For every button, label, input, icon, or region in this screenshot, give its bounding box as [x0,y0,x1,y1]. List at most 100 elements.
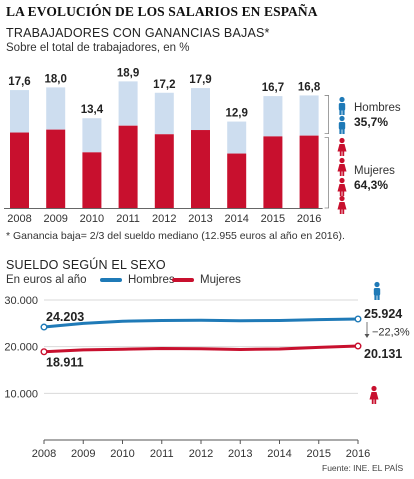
bar-value-label: 13,4 [81,104,104,116]
mujeres-line-end-point [354,342,362,350]
bar-category-label: 2015 [261,213,285,225]
legend-hombres: Hombres [100,274,175,286]
x-tick-label: 2008 [32,448,56,460]
man-icon-leg-left [374,295,377,300]
bar-value-label: 17,6 [8,76,30,88]
bar-high-segment [154,92,174,135]
hombres-end-value: 25.924 [364,307,402,321]
bar-high-segment [46,87,66,130]
line-chart-subtitle: En euros al año [6,274,87,286]
x-tick-label: 2010 [110,448,134,460]
hombres-annotation-label: Hombres [354,102,401,114]
bar-category-label: 2009 [43,213,67,225]
bar-high-segment [10,90,29,133]
bar-value-label: 18,9 [117,67,139,79]
woman-icon-dress [369,392,379,400]
man-icon-leg-right [342,110,345,115]
bar-value-label: 12,9 [226,108,248,120]
gap-annotation: −22,3% [372,327,410,339]
x-tick-label: 2014 [267,448,291,460]
woman-icon-leg-right [342,151,345,156]
bar-chart: 17,6 2008 18,0 2009 13,4 2010 18,9 2011 17,2 2012… [4,67,401,225]
man-icon-leg-right [342,129,345,134]
x-tick-label: 2016 [346,448,370,460]
bar-category-label: 2011 [116,213,140,225]
bar-category-label: 2010 [80,213,104,225]
y-tick-label: 10.000 [4,388,38,400]
hombres-line [42,317,360,329]
woman-icon-head [339,137,345,144]
man-icon-leg-left [339,110,342,115]
bar-low-segment [154,134,174,208]
bar-value-label: 17,2 [153,79,175,91]
man-icon-head [339,115,345,122]
bar-chart-title: TRABAJADORES CON GANANCIAS BAJAS* [6,26,270,40]
woman-icon-dress [337,144,347,152]
bar-low-segment [10,132,29,208]
woman-icon-leg-right [342,209,345,214]
gap-arrow-head [364,334,370,339]
bar-low-segment [263,136,283,208]
hombres-annotation-value: 35,7% [354,115,388,129]
woman-icon-leg-right [342,191,345,196]
woman-icon-head [339,195,345,202]
woman-icon [337,195,347,214]
mujeres-line [42,344,360,354]
woman-icon [337,177,347,196]
woman-icon-dress [337,164,347,172]
line-chart-title: SUELDO SEGÚN EL SEXO [6,258,166,272]
mujeres-line-start-point [40,348,48,356]
bar-high-segment [82,118,102,153]
legend-mujeres: Mujeres [172,274,241,286]
man-icon-body [373,288,381,296]
woman-icon-dress [337,184,347,192]
man-icon [338,96,346,115]
woman-icon [369,385,379,404]
mujeres-annotation-label: Mujeres [354,165,395,177]
x-tick-label: 2011 [150,448,174,460]
bar-high-segment [227,121,247,154]
main-title: LA EVOLUCIÓN DE LOS SALARIOS EN ESPAÑA [6,4,318,19]
woman-icon-head [371,385,377,392]
bar-value-label: 16,8 [298,81,321,93]
bar-low-segment [299,135,319,208]
man-icon-head [339,96,345,103]
bar-high-segment [299,95,319,136]
mujeres-bracket [324,137,329,209]
bar-value-label: 18,0 [45,73,67,85]
bar-low-segment [82,152,102,208]
bar-value-label: 16,7 [262,82,284,94]
man-icon-head [374,281,380,288]
bar-category-label: 2012 [152,213,176,225]
bar-chart-subtitle: Sobre el total de trabajadores, en % [6,42,190,54]
woman-icon-leg-left [371,399,374,404]
hombres-bracket [324,95,329,135]
woman-icon-head [339,177,345,184]
bar-high-segment [263,96,283,137]
bar-chart-note: * Ganancia baja= 2/3 del sueldo mediano … [6,230,345,242]
legend-mujeres-swatch [172,278,194,282]
bar-low-segment [227,153,247,208]
woman-icon [337,157,347,176]
bar-high-segment [191,88,210,131]
woman-icon [337,137,347,156]
mujeres-start-value: 18.911 [46,356,84,370]
bar-category-label: 2016 [297,213,321,225]
woman-icon-leg-right [342,171,345,176]
man-icon-body [338,122,346,130]
hombres-line-end-point [354,315,362,323]
bar-low-segment [118,125,138,208]
bar-category-label: 2014 [224,213,248,225]
bar-category-label: 2008 [7,213,31,225]
mujeres-annotation-value: 64,3% [354,178,388,192]
legend-hombres-swatch [100,278,122,282]
hombres-line-start-point [40,323,48,331]
woman-icon-leg-left [339,191,342,196]
x-tick-label: 2013 [228,448,252,460]
bar-low-segment [191,130,210,208]
hombres-start-value: 24.203 [46,310,84,324]
bar-category-label: 2013 [188,213,212,225]
man-icon [373,281,381,300]
